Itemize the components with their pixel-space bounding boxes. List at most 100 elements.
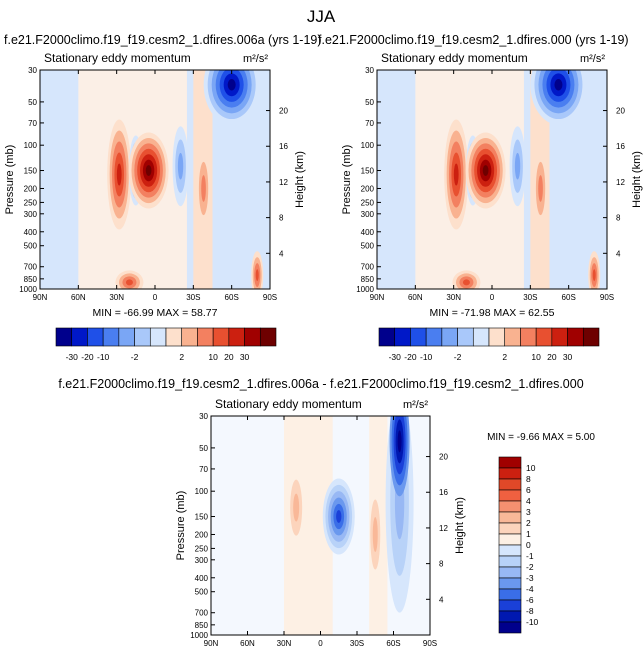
chart-y-tick-label: 200 — [361, 184, 375, 193]
colorbar-label: -6 — [526, 595, 534, 605]
chart-y-tick-label: 50 — [199, 444, 208, 453]
chart-y2-tick-label: 8 — [439, 560, 444, 569]
chart-y-tick-label: 850 — [195, 621, 209, 630]
chart-field-contour — [336, 510, 342, 523]
chart-x-tick-label: 90S — [600, 293, 614, 302]
chart-case-label: f.e21.F2000climo.f19_f19.cesm2_1.dfires.… — [4, 33, 322, 47]
chart-field-contour — [462, 279, 470, 286]
chart-y-tick-label: 1000 — [190, 631, 208, 640]
colorbar-swatch — [165, 327, 183, 347]
chart-field-contour — [592, 269, 596, 282]
chart-y-tick-label: 200 — [195, 530, 209, 539]
chart-x-tick-label: 90S — [423, 639, 437, 648]
colorbar-swatch — [118, 327, 135, 347]
chart-units: m²/s² — [580, 53, 605, 65]
colorbar-swatch — [488, 327, 506, 347]
chart-panel-3: f.e21.F2000climo.f19_f19.cesm2_1.dfires.… — [58, 377, 595, 648]
chart-field-contour — [372, 516, 378, 552]
chart-y-tick-label: 300 — [195, 556, 209, 565]
colorbar-swatch — [498, 456, 522, 469]
colorbar-swatch — [55, 327, 73, 347]
chart-field-contour — [177, 152, 184, 180]
chart-field-contour — [293, 493, 300, 522]
colorbar-swatch — [441, 327, 458, 347]
chart-x-tick-label: 60N — [240, 639, 255, 648]
chart-min-max: MIN = -71.98 MAX = 62.55 — [430, 307, 555, 319]
chart-y-tick-label: 500 — [195, 588, 209, 597]
chart-y2-tick-label: 12 — [279, 178, 288, 187]
chart-x-tick-label: 90S — [263, 293, 277, 302]
chart-y-tick-label: 250 — [361, 198, 375, 207]
chart-ylabel-right: Height (km) — [454, 497, 466, 554]
chart-panel-1: f.e21.F2000climo.f19_f19.cesm2_1.dfires.… — [4, 33, 322, 362]
chart-field-contour — [514, 152, 521, 180]
colorbar-swatch — [498, 544, 522, 557]
colorbar-label: 20 — [547, 352, 557, 362]
colorbar-swatch — [394, 327, 411, 347]
chart-field-contour — [397, 430, 402, 453]
chart-y2-tick-label: 4 — [616, 249, 621, 258]
chart-y2-tick-label: 16 — [616, 142, 625, 151]
chart-y2-tick-label: 20 — [279, 107, 288, 116]
colorbar-swatch — [551, 327, 568, 347]
colorbar-label: -2 — [131, 352, 139, 362]
chart-y-tick-label: 70 — [365, 119, 374, 128]
colorbar-label: -20 — [81, 352, 94, 362]
chart-y2-tick-label: 20 — [616, 107, 625, 116]
chart-y-tick-label: 700 — [24, 263, 38, 272]
chart-y-tick-label: 700 — [361, 263, 375, 272]
chart-title: Stationary eddy momentum — [215, 397, 362, 411]
colorbar-swatch — [181, 327, 198, 347]
chart-y-tick-label: 50 — [365, 98, 374, 107]
colorbar-label: -30 — [389, 352, 402, 362]
colorbar-swatch — [244, 327, 261, 347]
chart-y2-tick-label: 8 — [279, 214, 284, 223]
chart-y-tick-label: 70 — [199, 465, 208, 474]
colorbar-label: 1 — [526, 529, 531, 539]
chart-x-tick-label: 60S — [386, 639, 400, 648]
chart-y-tick-label: 150 — [195, 513, 209, 522]
chart-title: Stationary eddy momentum — [381, 51, 528, 65]
colorbar-label: -10 — [526, 617, 539, 627]
colorbar-label: 10 — [208, 352, 218, 362]
colorbar-label: -8 — [526, 606, 534, 616]
chart-x-tick-label: 0 — [153, 293, 158, 302]
chart-ylabel-right: Height (km) — [294, 151, 306, 208]
colorbar-label: -3 — [526, 573, 534, 583]
chart-y-tick-label: 850 — [361, 275, 375, 284]
colorbar-swatch — [567, 327, 584, 347]
colorbar-swatch — [71, 327, 88, 347]
colorbar-swatch — [498, 555, 522, 568]
colorbar-swatch — [498, 478, 522, 491]
chart-y2-tick-label: 4 — [439, 595, 444, 604]
chart-ylabel: Pressure (mb) — [175, 491, 187, 561]
colorbar-swatch — [197, 327, 214, 347]
chart-y-tick-label: 1000 — [356, 285, 374, 294]
chart-case-label: f.e21.F2000climo.f19_f19.cesm2_1.dfires.… — [58, 377, 583, 391]
chart-x-tick-label: 0 — [490, 293, 495, 302]
chart-y-tick-label: 400 — [195, 574, 209, 583]
colorbar-swatch — [498, 533, 522, 546]
chart-y-tick-label: 100 — [24, 141, 38, 150]
chart-ylabel-right: Height (km) — [631, 151, 643, 208]
chart-y2-tick-label: 20 — [439, 453, 448, 462]
colorbar-label: -2 — [526, 562, 534, 572]
chart-y-tick-label: 300 — [361, 210, 375, 219]
colorbar-swatch — [582, 327, 600, 347]
colorbar-label: -10 — [420, 352, 433, 362]
colorbar-swatch — [472, 327, 490, 347]
chart-y-tick-label: 250 — [24, 198, 38, 207]
colorbar-label: 20 — [224, 352, 234, 362]
chart-y2-tick-label: 16 — [279, 142, 288, 151]
colorbar-swatch — [212, 327, 230, 347]
colorbar-swatch — [425, 327, 443, 347]
chart-title: Stationary eddy momentum — [44, 51, 191, 65]
chart-field-contour — [125, 279, 133, 286]
chart-y-tick-label: 400 — [24, 228, 38, 237]
chart-y-tick-label: 400 — [361, 228, 375, 237]
colorbar-label: 8 — [526, 474, 531, 484]
chart-x-tick-label: 0 — [318, 639, 323, 648]
colorbar-swatch — [498, 588, 522, 601]
chart-units: m²/s² — [243, 53, 268, 65]
colorbar-label: 10 — [526, 463, 536, 473]
